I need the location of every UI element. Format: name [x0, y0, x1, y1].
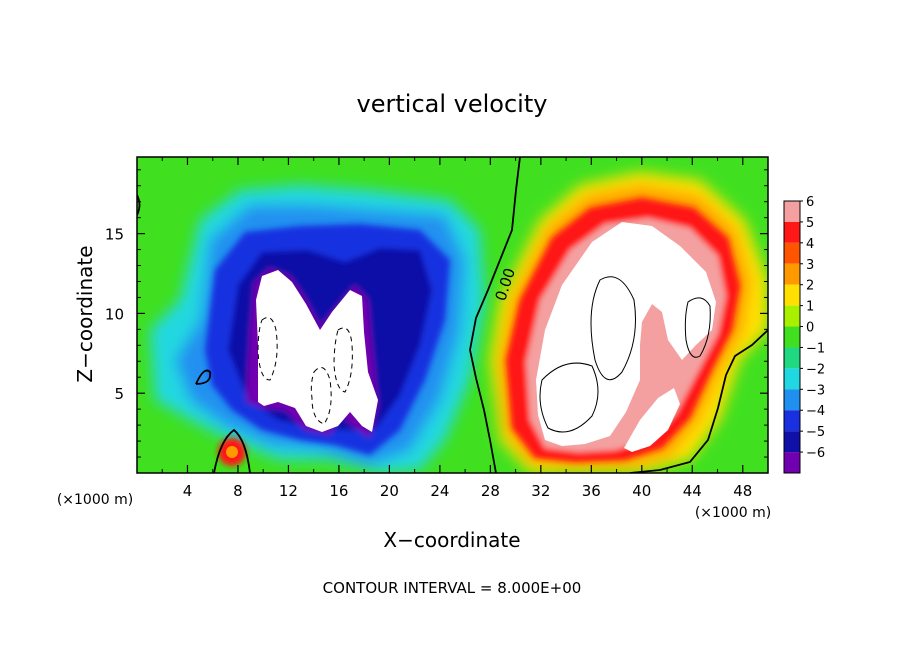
x-tick-label: 40 [632, 482, 651, 500]
zero-contour-bottom [213, 428, 251, 473]
colorbar-swatch [784, 326, 800, 348]
colorbar-swatch [784, 263, 800, 285]
zero-contour-right [629, 329, 768, 473]
colorbar-label: 6 [806, 195, 814, 210]
x-tick-label: 8 [233, 482, 243, 500]
positive-contour-right [684, 297, 711, 358]
colorbar-label: 4 [806, 237, 814, 252]
y-tick-label: 15 [105, 226, 124, 244]
colorbar-label: 1 [806, 300, 814, 315]
local-updraft-yellow [226, 446, 238, 458]
chart-title: vertical velocity [357, 90, 548, 118]
zero-contours [137, 157, 768, 473]
colorbar-swatch [784, 201, 800, 222]
positive-contour-lower [539, 362, 599, 433]
x-tick-label: 20 [380, 482, 399, 500]
colorbar-swatch [784, 347, 800, 369]
downdraft-core [256, 270, 378, 432]
contour-interval-note: CONTOUR INTERVAL = 8.000E+00 [323, 579, 582, 597]
plot-frame [136, 156, 769, 474]
colorbar-swatch [784, 431, 800, 453]
colorbar-label: 2 [806, 279, 814, 294]
positive-contour-upper [590, 276, 636, 381]
zero-contour-main [469, 157, 521, 473]
x-tick-label: 12 [279, 482, 298, 500]
x-tick-label: 48 [733, 482, 752, 500]
colorbar-swatch [784, 389, 800, 411]
colorbar-label: −6 [806, 446, 825, 461]
colorbar-label: 5 [806, 216, 814, 231]
colorbar-frame [783, 200, 801, 474]
zero-contour-small-left [195, 369, 212, 385]
colorbar-label: −1 [806, 341, 825, 356]
colorbar-swatch [784, 452, 800, 473]
x-tick-label: 28 [481, 482, 500, 500]
y-tick-label: 5 [114, 385, 124, 403]
colorbar-label: −3 [806, 383, 825, 398]
y-tick-label: 10 [105, 305, 124, 323]
negative-contours [257, 317, 353, 425]
x-axis-unit-left: (×1000 m) [57, 492, 133, 508]
negative-contour-1 [257, 317, 278, 381]
colorbar-swatch [784, 221, 800, 243]
updraft-core-lower [624, 388, 680, 452]
x-tick-label: 24 [430, 482, 449, 500]
colorbar-label: −4 [806, 404, 825, 419]
x-tick-label: 44 [683, 482, 702, 500]
x-tick-label: 16 [329, 482, 348, 500]
y-axis-label: Z−coordinate [73, 245, 97, 382]
colorbar-swatch [784, 305, 800, 327]
colorbar-label: −5 [806, 425, 825, 440]
negative-contour-2 [310, 367, 332, 425]
velocity-field [137, 157, 768, 473]
colorbar-label: −2 [806, 362, 825, 377]
updraft-core [536, 222, 716, 446]
colorbar-swatch [784, 410, 800, 432]
x-axis-label: X−coordinate [383, 528, 520, 552]
x-tick-label: 36 [582, 482, 601, 500]
colorbar-swatch [784, 242, 800, 264]
colorbar-swatch [784, 284, 800, 306]
positive-contours [539, 276, 711, 433]
x-axis-unit-right: (×1000 m) [695, 505, 771, 521]
negative-contour-3 [333, 327, 353, 393]
colorbar: 6 5 4 3 2 1 0 −1 −2 −3 −4 −5 −6 [783, 195, 825, 474]
colorbar-label: 0 [806, 321, 814, 336]
colorbar-swatch [784, 368, 800, 390]
colorbar-label: 3 [806, 258, 814, 273]
x-tick-label: 4 [183, 482, 193, 500]
x-tick-label: 32 [531, 482, 550, 500]
